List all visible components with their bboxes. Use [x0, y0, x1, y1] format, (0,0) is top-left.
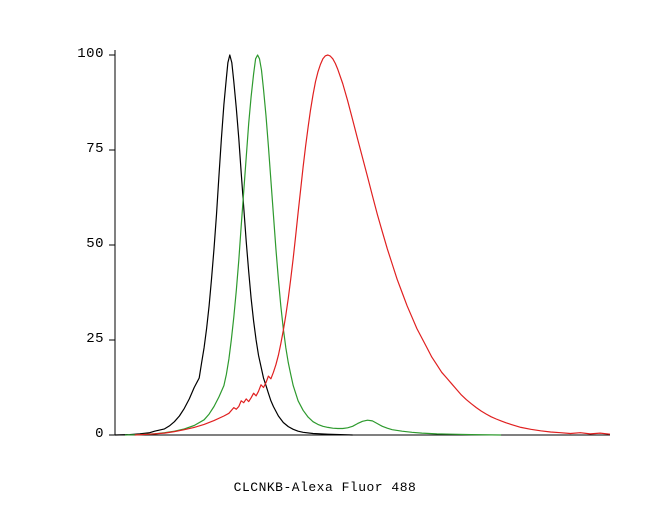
- chart-svg: [0, 0, 650, 520]
- series-red: [135, 55, 610, 435]
- y-tick-label: 25: [74, 331, 104, 347]
- y-tick-label: 75: [74, 141, 104, 157]
- chart-container: CLCNKB-Alexa Fluor 488 0 25 50 75 100: [0, 0, 650, 520]
- y-tick-label: 50: [74, 236, 104, 252]
- series-black: [115, 55, 353, 435]
- x-axis-label: CLCNKB-Alexa Fluor 488: [0, 480, 650, 495]
- y-tick-label: 100: [74, 46, 104, 62]
- y-tick-label: 0: [74, 426, 104, 442]
- series-green: [125, 55, 501, 435]
